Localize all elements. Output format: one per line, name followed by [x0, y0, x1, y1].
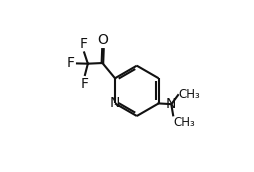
- Text: F: F: [67, 56, 75, 70]
- Text: O: O: [98, 33, 108, 47]
- Text: F: F: [81, 77, 89, 91]
- Text: F: F: [80, 37, 87, 51]
- Text: N: N: [110, 96, 120, 110]
- Text: CH₃: CH₃: [178, 88, 200, 101]
- Text: CH₃: CH₃: [173, 116, 195, 129]
- Text: N: N: [166, 97, 176, 111]
